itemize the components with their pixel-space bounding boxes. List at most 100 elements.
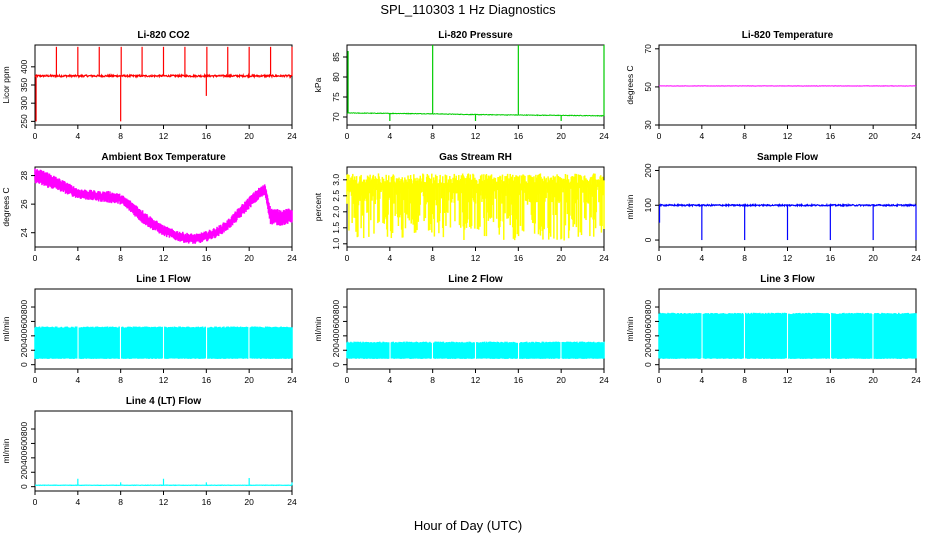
- plot-frame: [34, 166, 293, 248]
- y-tick-label: 26: [19, 199, 29, 209]
- chart-title: Li-820 Temperature: [742, 30, 834, 41]
- x-tick-label: 16: [202, 253, 212, 263]
- x-tick-label: 16: [826, 131, 836, 141]
- y-tick-label: 300: [19, 96, 29, 110]
- x-tick-label: 12: [159, 497, 169, 507]
- x-tick-label: 24: [599, 131, 609, 141]
- y-tick-label: 70: [643, 44, 653, 54]
- chart-title: Line 1 Flow: [136, 274, 191, 285]
- x-tick-label: 20: [556, 375, 566, 385]
- y-tick-label: 800: [331, 300, 341, 314]
- data-series: [658, 202, 917, 241]
- data-series: [658, 312, 917, 359]
- x-tick-label: 0: [657, 375, 662, 385]
- plot-frame: [658, 44, 917, 126]
- chart-panel-9: Line 3 Flow ml/min 0 4 8 12 16 20 24 0 20040060080…: [625, 274, 921, 385]
- x-tick-label: 20: [556, 253, 566, 263]
- x-tick-label: 12: [783, 375, 793, 385]
- y-axis-label: degrees C: [625, 65, 635, 104]
- x-tick-label: 20: [244, 497, 254, 507]
- x-tick-label: 20: [556, 131, 566, 141]
- y-tick-label: 30: [643, 120, 653, 130]
- y-tick-label: 0: [331, 362, 341, 367]
- x-tick-label: 4: [75, 497, 80, 507]
- x-tick-label: 8: [118, 253, 123, 263]
- chart-panel-3: Li-820 Temperature degrees C 0 4 8 12 16 20 24 30…: [625, 30, 921, 141]
- chart-panel-8: Line 2 Flow ml/min 0 4 8 12 16 20 24 0 20040060080…: [313, 274, 609, 385]
- x-tick-label: 8: [118, 131, 123, 141]
- y-tick-label: 250: [19, 114, 29, 128]
- x-tick-label: 8: [742, 375, 747, 385]
- x-tick-label: 24: [287, 131, 297, 141]
- x-tick-label: 8: [118, 497, 123, 507]
- chart-panel-7: Line 1 Flow ml/min 0 4 8 12 16 20 24 0 20040060080…: [1, 274, 297, 385]
- y-tick-label: 0: [643, 362, 653, 367]
- y-tick-label: 1.0: [331, 238, 341, 250]
- x-tick-label: 16: [202, 375, 212, 385]
- x-tick-label: 4: [75, 131, 80, 141]
- data-series: [346, 341, 605, 359]
- x-tick-label: 4: [699, 253, 704, 263]
- y-tick-label: 600: [19, 314, 29, 328]
- chart-panel-5: Gas Stream RH percent 0 4 8 12 16 20 24 1.0 1.5 2.0…: [313, 152, 609, 263]
- y-tick-label: 200: [19, 465, 29, 479]
- y-tick-label: 0: [643, 237, 653, 242]
- x-tick-label: 4: [75, 253, 80, 263]
- x-tick-label: 8: [430, 131, 435, 141]
- x-tick-label: 0: [657, 131, 662, 141]
- chart-title: Ambient Box Temperature: [101, 152, 226, 163]
- y-axis-label: ml/min: [1, 438, 11, 463]
- x-tick-label: 16: [514, 253, 524, 263]
- y-tick-label: 80: [331, 72, 341, 82]
- chart-panel-10: Line 4 (LT) Flow ml/min 0 4 8 12 16 20 24 0 200400…: [1, 396, 297, 507]
- y-tick-label: 800: [643, 300, 653, 314]
- x-tick-label: 0: [33, 497, 38, 507]
- x-tick-label: 20: [244, 131, 254, 141]
- y-tick-label: 800: [19, 300, 29, 314]
- y-tick-label: 28: [19, 171, 29, 181]
- x-tick-label: 20: [868, 253, 878, 263]
- y-tick-label: 3.0: [331, 174, 341, 186]
- figure-x-axis-label: Hour of Day (UTC): [413, 518, 523, 533]
- x-tick-label: 8: [430, 375, 435, 385]
- y-tick-label: 600: [331, 314, 341, 328]
- x-tick-label: 16: [202, 497, 212, 507]
- data-series: [346, 173, 605, 241]
- data-series: [34, 46, 293, 122]
- x-tick-label: 12: [159, 375, 169, 385]
- y-axis-label: ml/min: [1, 316, 11, 341]
- y-axis-label: ml/min: [625, 194, 635, 219]
- data-series: [35, 478, 293, 487]
- chart-title: Line 3 Flow: [760, 274, 815, 285]
- data-series: [34, 326, 293, 359]
- x-tick-label: 0: [345, 253, 350, 263]
- x-tick-label: 24: [287, 375, 297, 385]
- x-tick-label: 4: [387, 131, 392, 141]
- x-tick-label: 16: [514, 375, 524, 385]
- chart-title: Line 2 Flow: [448, 274, 503, 285]
- y-axis-label: ml/min: [625, 316, 635, 341]
- y-tick-label: 50: [643, 82, 653, 92]
- x-tick-label: 8: [430, 253, 435, 263]
- y-axis-label: percent: [313, 192, 323, 221]
- y-axis-label: kPa: [313, 77, 323, 92]
- chart-title: Li-820 Pressure: [438, 30, 513, 41]
- y-tick-label: 200: [19, 343, 29, 357]
- y-tick-label: 200: [643, 343, 653, 357]
- x-tick-label: 12: [783, 253, 793, 263]
- y-tick-label: 400: [19, 450, 29, 464]
- y-tick-label: 0: [19, 362, 29, 367]
- x-tick-label: 12: [471, 131, 481, 141]
- chart-title: Li-820 CO2: [137, 30, 190, 41]
- chart-title: Line 4 (LT) Flow: [126, 396, 202, 407]
- chart-title: Sample Flow: [757, 152, 818, 163]
- y-tick-label: 24: [19, 228, 29, 238]
- x-tick-label: 8: [742, 253, 747, 263]
- x-tick-label: 12: [159, 253, 169, 263]
- x-tick-label: 4: [699, 131, 704, 141]
- chart-panel-6: Sample Flow ml/min 0 4 8 12 16 20 24 0 100 200: [625, 152, 921, 263]
- y-tick-label: 100: [643, 198, 653, 212]
- y-axis-label: Licor ppm: [1, 66, 11, 103]
- y-tick-label: 200: [643, 163, 653, 177]
- x-tick-label: 20: [244, 253, 254, 263]
